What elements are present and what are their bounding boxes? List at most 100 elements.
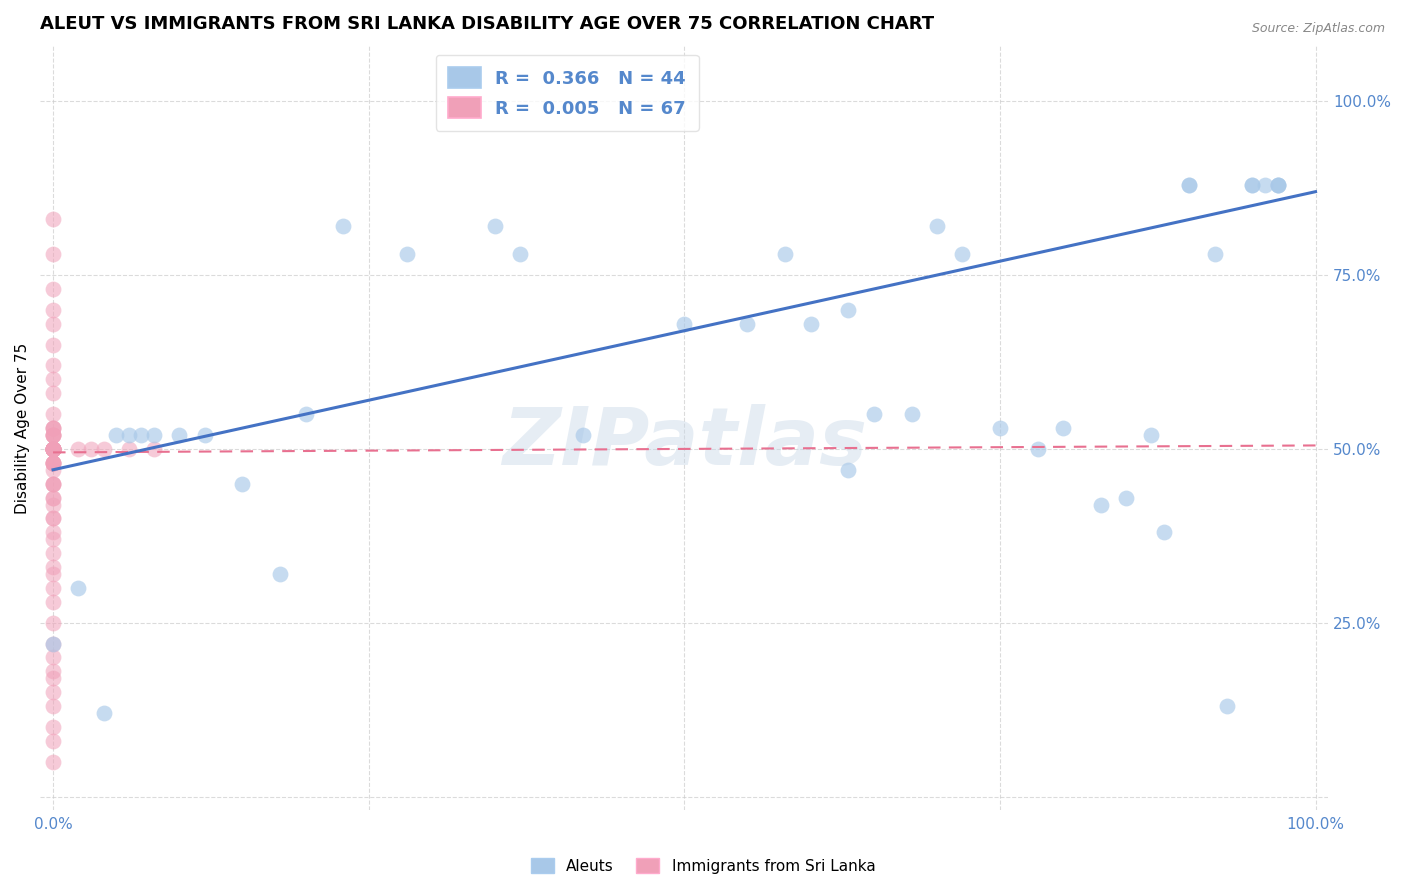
Point [42,442,65,456]
Point [572,428,595,442]
Point [1254,178,1277,192]
Point [42,247,65,261]
Point [42,533,65,547]
Point [42,428,65,442]
Point [42,615,65,630]
Point [1115,491,1137,505]
Point [42,442,65,456]
Point [900,407,922,421]
Point [67,442,90,456]
Point [1241,178,1264,192]
Point [42,317,65,331]
Point [1153,525,1175,540]
Point [837,302,859,317]
Point [42,734,65,748]
Point [799,317,821,331]
Point [42,476,65,491]
Point [1267,178,1289,192]
Point [93,442,115,456]
Point [1090,498,1112,512]
Point [42,511,65,525]
Point [837,463,859,477]
Point [1267,178,1289,192]
Point [950,247,973,261]
Text: Source: ZipAtlas.com: Source: ZipAtlas.com [1251,22,1385,36]
Point [42,282,65,296]
Point [42,699,65,714]
Point [42,428,65,442]
Point [67,581,90,595]
Point [42,498,65,512]
Point [42,456,65,470]
Point [169,428,191,442]
Point [42,442,65,456]
Point [118,442,141,456]
Point [42,720,65,734]
Point [93,706,115,720]
Point [42,546,65,560]
Point [42,212,65,227]
Point [42,386,65,401]
Point [925,219,948,234]
Point [42,665,65,679]
Point [42,476,65,491]
Point [80,442,103,456]
Point [42,491,65,505]
Point [294,407,316,421]
Point [42,442,65,456]
Point [42,567,65,582]
Point [42,456,65,470]
Point [42,755,65,769]
Point [42,428,65,442]
Point [42,476,65,491]
Point [395,247,418,261]
Point [42,456,65,470]
Point [143,428,166,442]
Point [42,650,65,665]
Point [118,428,141,442]
Legend: R =  0.366   N = 44, R =  0.005   N = 67: R = 0.366 N = 44, R = 0.005 N = 67 [436,54,699,131]
Point [862,407,884,421]
Point [1178,178,1201,192]
Y-axis label: Disability Age Over 75: Disability Age Over 75 [15,343,30,514]
Text: ZIPatlas: ZIPatlas [502,404,866,483]
Point [1026,442,1049,456]
Text: ALEUT VS IMMIGRANTS FROM SRI LANKA DISABILITY AGE OVER 75 CORRELATION CHART: ALEUT VS IMMIGRANTS FROM SRI LANKA DISAB… [41,15,935,33]
Point [42,511,65,525]
Point [105,428,128,442]
Point [42,421,65,435]
Point [42,442,65,456]
Point [42,442,65,456]
Point [42,302,65,317]
Point [42,442,65,456]
Point [42,637,65,651]
Point [673,317,696,331]
Point [42,456,65,470]
Point [42,428,65,442]
Point [42,637,65,651]
Point [42,442,65,456]
Point [42,421,65,435]
Point [42,359,65,373]
Point [42,442,65,456]
Point [42,463,65,477]
Point [42,671,65,685]
Point [231,476,253,491]
Point [131,428,153,442]
Point [1052,421,1074,435]
Point [42,337,65,351]
Point [1216,699,1239,714]
Point [775,247,797,261]
Point [193,428,215,442]
Point [42,456,65,470]
Point [1204,247,1226,261]
Point [332,219,354,234]
Point [42,442,65,456]
Point [1178,178,1201,192]
Point [1267,178,1289,192]
Point [42,407,65,421]
Point [42,685,65,699]
Point [1140,428,1163,442]
Point [988,421,1011,435]
Point [1241,178,1264,192]
